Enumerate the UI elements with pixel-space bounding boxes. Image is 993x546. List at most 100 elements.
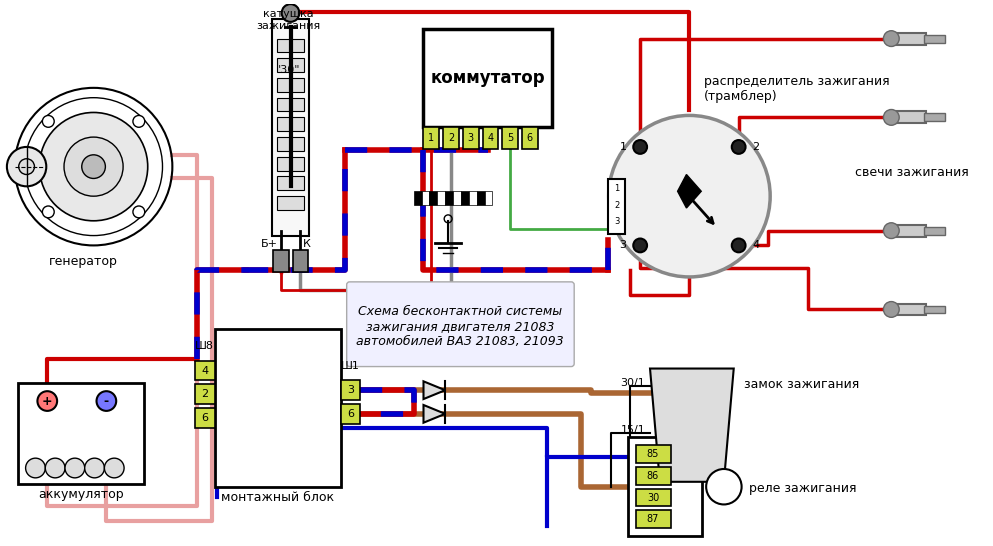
Text: 30/1: 30/1 [621, 378, 645, 388]
Text: 2: 2 [448, 133, 454, 143]
Text: -: - [104, 395, 109, 407]
Circle shape [40, 112, 148, 221]
Bar [18, 383, 144, 484]
Polygon shape [423, 381, 445, 399]
Text: Ш8: Ш8 [196, 341, 214, 351]
Circle shape [634, 239, 647, 252]
Text: 1: 1 [614, 184, 620, 193]
Bar [637, 489, 670, 507]
Text: "30": "30" [276, 65, 301, 75]
Circle shape [706, 469, 742, 505]
Text: 2: 2 [614, 200, 620, 210]
Bar [214, 329, 341, 486]
Bar [477, 191, 485, 205]
Bar [892, 304, 925, 316]
Text: распределитель зажигания
(трамблер): распределитель зажигания (трамблер) [704, 75, 890, 103]
Circle shape [43, 206, 55, 218]
Bar [892, 111, 925, 123]
Bar [483, 127, 498, 149]
Bar [485, 191, 493, 205]
Bar [463, 127, 479, 149]
Bar [277, 78, 304, 92]
Circle shape [634, 140, 647, 154]
Circle shape [96, 391, 116, 411]
Circle shape [884, 223, 900, 239]
Bar [923, 34, 945, 43]
Bar [277, 58, 304, 72]
Text: 2: 2 [753, 142, 760, 152]
Text: К: К [303, 239, 311, 250]
Circle shape [46, 458, 65, 478]
Text: Схема бесконтактной системы
зажигания двигателя 21083
автомобилей ВАЗ 21083, 210: Схема бесконтактной системы зажигания дв… [356, 305, 564, 348]
Bar [277, 196, 304, 210]
Bar [453, 191, 461, 205]
Text: 4: 4 [202, 365, 209, 376]
Bar [414, 191, 421, 205]
Polygon shape [677, 175, 701, 208]
Bar [277, 137, 304, 151]
Text: 6: 6 [527, 133, 533, 143]
Bar [272, 19, 309, 235]
Bar [469, 191, 477, 205]
Text: аккумулятор: аккумулятор [38, 488, 123, 501]
Text: 1: 1 [428, 133, 435, 143]
Text: катушка
зажигания: катушка зажигания [256, 9, 321, 31]
Bar [45, 147, 143, 186]
Text: +: + [42, 395, 53, 407]
Circle shape [732, 140, 746, 154]
Text: 87: 87 [646, 514, 659, 524]
Bar [195, 384, 214, 404]
Bar [277, 157, 304, 170]
Circle shape [133, 206, 145, 218]
Circle shape [81, 155, 105, 179]
Text: 3: 3 [348, 385, 355, 395]
Bar [277, 117, 304, 131]
Circle shape [884, 31, 900, 46]
Bar [522, 127, 538, 149]
Polygon shape [650, 369, 734, 482]
Circle shape [732, 239, 746, 252]
Circle shape [282, 4, 300, 22]
Text: 15/1: 15/1 [621, 425, 645, 435]
Text: 5: 5 [507, 133, 513, 143]
Text: генератор: генератор [50, 255, 118, 268]
Bar [892, 33, 925, 45]
Bar [923, 227, 945, 235]
Text: 6: 6 [202, 413, 209, 423]
Text: 1: 1 [620, 142, 627, 152]
Text: 4: 4 [488, 133, 494, 143]
Circle shape [38, 391, 58, 411]
Circle shape [884, 301, 900, 317]
Text: 85: 85 [646, 449, 659, 459]
Text: монтажный блок: монтажный блок [221, 490, 335, 503]
Text: Б+: Б+ [261, 239, 278, 250]
Circle shape [884, 110, 900, 125]
Bar [277, 39, 304, 52]
Bar [277, 176, 304, 190]
Bar [892, 225, 925, 236]
Text: 86: 86 [646, 471, 659, 481]
Bar [341, 381, 360, 400]
Circle shape [26, 458, 46, 478]
Bar [608, 180, 626, 234]
Bar [273, 251, 289, 272]
Text: реле зажигания: реле зажигания [750, 482, 857, 495]
Bar [421, 191, 429, 205]
Text: 3: 3 [620, 240, 627, 251]
Circle shape [19, 159, 35, 175]
Bar [502, 127, 518, 149]
Bar [637, 446, 670, 463]
Bar [461, 191, 469, 205]
Text: 6: 6 [348, 409, 355, 419]
Circle shape [609, 115, 771, 277]
Circle shape [43, 115, 55, 127]
Bar [277, 98, 304, 111]
FancyBboxPatch shape [347, 282, 574, 366]
Circle shape [7, 147, 47, 186]
Circle shape [104, 458, 124, 478]
Circle shape [133, 115, 145, 127]
Bar [437, 191, 445, 205]
Bar [629, 437, 702, 536]
Circle shape [64, 137, 123, 196]
Bar [923, 114, 945, 121]
